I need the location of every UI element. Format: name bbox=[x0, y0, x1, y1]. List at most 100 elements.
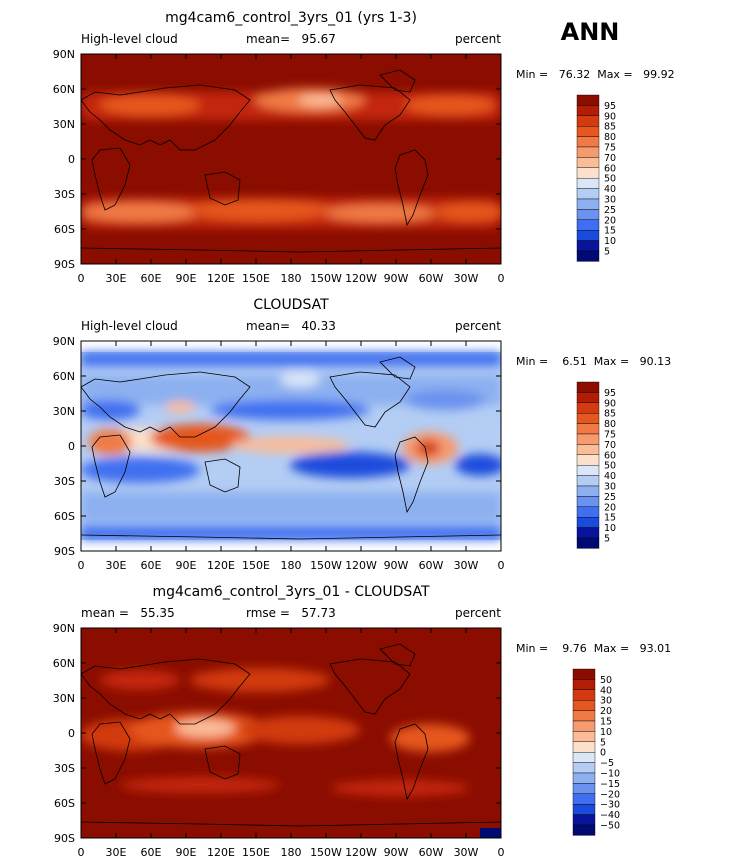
panel-2-ytick-label: 90N bbox=[53, 335, 75, 348]
panel-3-colorbar-box bbox=[572, 689, 596, 701]
panel-1-ytick-label: 30S bbox=[54, 188, 75, 201]
panel-2-colorbar-box bbox=[576, 444, 600, 455]
panel-2-title: CLOUDSAT bbox=[253, 297, 329, 313]
panel-1-mean-label: mean= 95.67 bbox=[246, 32, 336, 46]
panel-1-colorbar-label: 30 bbox=[604, 195, 616, 206]
panel-3-xtick-label: 120W bbox=[345, 846, 377, 859]
panel-2-xtick-label: 150E bbox=[242, 559, 270, 572]
panel-1-colorbar-label: 75 bbox=[604, 143, 616, 154]
panel-3-colorbar-box bbox=[572, 824, 596, 836]
panel-3: mg4cam6_control_3yrs_01 - CLOUDSAT mean … bbox=[53, 584, 671, 859]
panel-3-field bbox=[81, 628, 501, 838]
panel-2-left-label: High-level cloud bbox=[81, 319, 178, 333]
panel-2-ytick-label: 0 bbox=[68, 440, 75, 453]
panel-1-xtick-label: 120E bbox=[207, 272, 235, 285]
panel-1-xtick-label: 90W bbox=[384, 272, 409, 285]
panel-3-xtick-label: 0 bbox=[498, 846, 505, 859]
panel-3-ytick-label: 30S bbox=[54, 762, 75, 775]
panel-3-xtick-label: 90E bbox=[176, 846, 197, 859]
panel-3-xtick-label: 30W bbox=[454, 846, 479, 859]
panel-1-colorbar-box bbox=[576, 198, 600, 210]
panel-1-colorbar-label: 15 bbox=[604, 226, 616, 237]
panel-2-xtick-label: 180 bbox=[281, 559, 302, 572]
panel-3-stats: Min = 9.76 Max = 93.01 bbox=[516, 642, 671, 655]
panel-3-colorbar-box bbox=[572, 762, 596, 774]
panel-1-colorbar-box bbox=[576, 219, 600, 231]
season-label: ANN bbox=[561, 18, 620, 46]
panel-1-colorbar-label: 60 bbox=[604, 163, 616, 174]
panel-1-colorbar-box bbox=[576, 240, 600, 252]
panel-1-colorbar-box bbox=[576, 105, 600, 117]
panel-2-xtick-label: 90E bbox=[176, 559, 197, 572]
panel-2-colorbar-box bbox=[576, 433, 600, 445]
panel-2-colorbar-box bbox=[576, 381, 600, 393]
panel-3-rmse-label: rmse = 57.73 bbox=[246, 606, 336, 620]
panel-1-colorbar-label: 80 bbox=[604, 132, 616, 143]
panel-1-ytick-label: 90N bbox=[53, 48, 75, 61]
panel-3-colorbar-box bbox=[572, 752, 596, 763]
panel-2-xtick-label: 150W bbox=[310, 559, 342, 572]
panel-2-xtick-label: 90W bbox=[384, 559, 409, 572]
panel-1-colorbar-box bbox=[576, 157, 600, 168]
panel-2-stats: Min = 6.51 Max = 90.13 bbox=[516, 355, 671, 368]
panel-3-colorbar-label: −50 bbox=[600, 821, 620, 832]
panel-1-colorbar-box bbox=[576, 188, 600, 200]
panel-2-ytick-label: 90S bbox=[54, 545, 75, 558]
panel-3-colorbar-label: 10 bbox=[600, 727, 612, 738]
panel-1-xtick-label: 90E bbox=[176, 272, 197, 285]
panel-2-ytick-label: 60S bbox=[54, 510, 75, 523]
panel-3-xtick-label: 90W bbox=[384, 846, 409, 859]
panel-2-xtick-label: 0 bbox=[498, 559, 505, 572]
panel-1-xtick-label: 30W bbox=[454, 272, 479, 285]
panel-2: CLOUDSAT High-level cloud mean= 40.33 pe… bbox=[53, 297, 671, 572]
panel-2-xtick-label: 120W bbox=[345, 559, 377, 572]
panel-2-colorbar-box bbox=[576, 517, 600, 528]
panel-1-colorbar-box bbox=[576, 167, 600, 179]
panel-3-colorbar-label: 5 bbox=[600, 737, 606, 748]
panel-2-mean-label: mean= 40.33 bbox=[246, 319, 336, 333]
panel-2-ytick-label: 30N bbox=[53, 405, 75, 418]
panel-1-colorbar-label: 25 bbox=[604, 205, 616, 216]
panel-3-colorbar-box bbox=[572, 700, 596, 711]
panel-3-xtick-label: 120E bbox=[207, 846, 235, 859]
panel-1-xtick-label: 30E bbox=[106, 272, 127, 285]
panel-3-ytick-label: 0 bbox=[68, 727, 75, 740]
panel-1-colorbar-label: 85 bbox=[604, 122, 616, 133]
panel-1-colorbar-label: 95 bbox=[604, 101, 616, 112]
panel-3-colorbar-box bbox=[572, 668, 596, 680]
panel-2-colorbar-label: 20 bbox=[604, 502, 616, 513]
panel-1-xtick-label: 120W bbox=[345, 272, 377, 285]
panel-2-colorbar-label: 85 bbox=[604, 409, 616, 420]
panel-1-colorbar-box bbox=[576, 177, 600, 189]
panel-1-xtick-label: 60W bbox=[419, 272, 444, 285]
panel-3-colorbar-box bbox=[572, 720, 596, 732]
panel-1-colorbar-box bbox=[576, 136, 600, 148]
panel-1-xtick-label: 0 bbox=[498, 272, 505, 285]
panel-2-colorbar-label: 30 bbox=[604, 482, 616, 493]
panel-2-colorbar-box bbox=[576, 454, 600, 466]
panel-3-colorbar-label: −40 bbox=[600, 810, 620, 821]
panel-2-colorbar-box bbox=[576, 485, 600, 497]
panel-3-units-label: percent bbox=[455, 606, 501, 620]
panel-2-colorbar-label: 15 bbox=[604, 513, 616, 524]
panel-1-colorbar-label: 90 bbox=[604, 111, 616, 122]
panel-1-title: mg4cam6_control_3yrs_01 (yrs 1-3) bbox=[165, 10, 417, 26]
panel-3-ytick-label: 90N bbox=[53, 622, 75, 635]
panel-1-ytick-label: 60N bbox=[53, 83, 75, 96]
panel-2-units-label: percent bbox=[455, 319, 501, 333]
panel-3-ytick-label: 60N bbox=[53, 657, 75, 670]
panel-1-xtick-label: 0 bbox=[78, 272, 85, 285]
panel-3-colorbar-box bbox=[572, 772, 596, 784]
panel-1-colorbar-box bbox=[576, 146, 600, 158]
panel-2-colorbar-label: 25 bbox=[604, 492, 616, 503]
panel-2-colorbar-label: 40 bbox=[604, 471, 616, 482]
panel-2-colorbar-label: 60 bbox=[604, 450, 616, 461]
panel-2-colorbar-label: 75 bbox=[604, 430, 616, 441]
panel-1-field bbox=[81, 54, 501, 264]
panel-1-colorbar-label: 50 bbox=[604, 174, 616, 185]
panel-1-colorbar-box bbox=[576, 94, 600, 106]
panel-2-colorbar-box bbox=[576, 392, 600, 403]
panel-3-xtick-label: 150W bbox=[310, 846, 342, 859]
